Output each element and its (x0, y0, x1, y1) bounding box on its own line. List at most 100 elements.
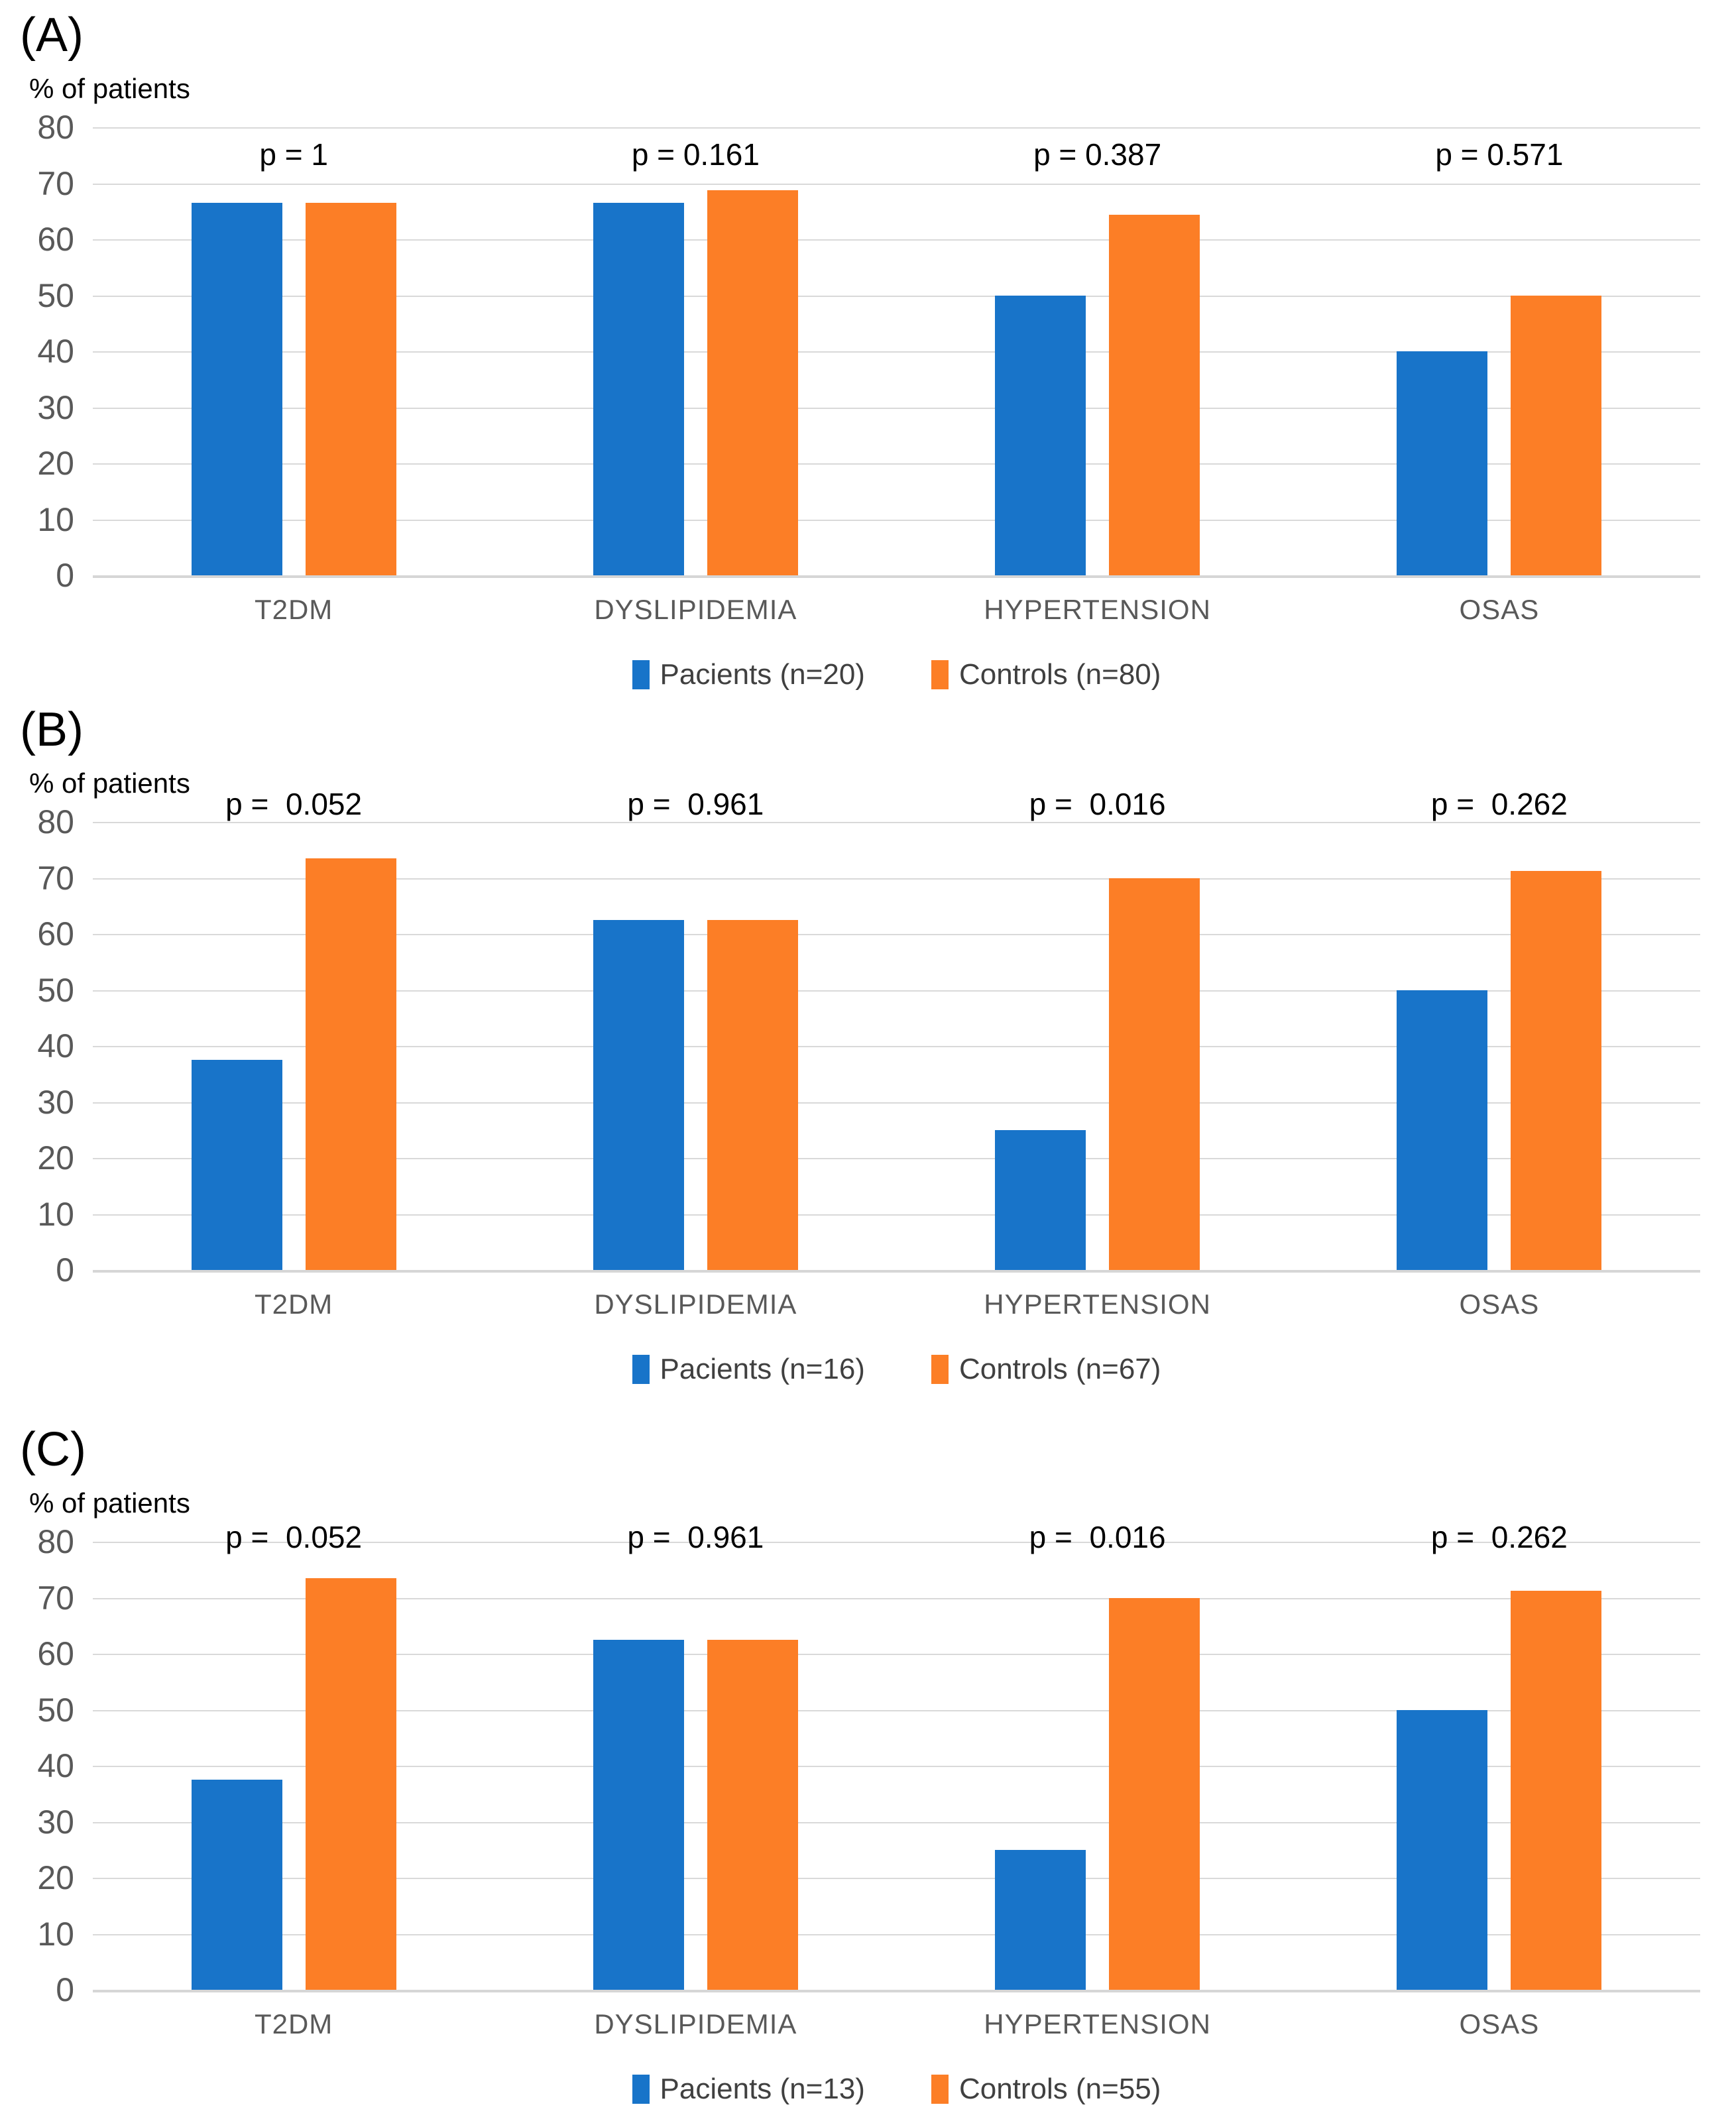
patients-bar (995, 295, 1086, 575)
category-label: HYPERTENSION (984, 1289, 1211, 1320)
chart-area: 80 70 60 50 40 30 20 10 0 p = 0.052 p = 0.961 p = 0… (0, 787, 1736, 1289)
gridline (93, 1654, 1700, 1655)
category-label: OSAS (1459, 594, 1540, 625)
patients-bar (191, 1780, 282, 1990)
y-tick-label: 30 (37, 1803, 74, 1841)
patients-bar (191, 1060, 282, 1270)
gridline (93, 239, 1700, 241)
p-value-label: p = 0.052 (225, 1520, 363, 1555)
y-tick-label: 40 (37, 1747, 74, 1784)
p-value-label: p = 0.262 (1430, 787, 1568, 821)
controls-bar (1511, 1590, 1602, 1990)
y-tick-label: 60 (37, 1635, 74, 1672)
panel-c: (C) % of patients 80 70 60 50 40 30 20 10 0 p = 0.0… (0, 1389, 1736, 2109)
y-axis-ticks: 80 70 60 50 40 30 20 10 0 (0, 803, 93, 1289)
gridline (93, 1102, 1700, 1104)
category-label: DYSLIPIDEMIA (594, 1289, 797, 1320)
gridline (93, 1158, 1700, 1159)
gridline (93, 1046, 1700, 1047)
category-label: T2DM (254, 2008, 333, 2039)
plot-area: p = 0.052 p = 0.961 p = 0.016 p = 0.262 (93, 1520, 1700, 1992)
y-axis-ticks: 80 70 60 50 40 30 20 10 0 (0, 1523, 93, 2008)
legend-label: Pacients (n=13) (660, 2073, 865, 2105)
bar-group-t2dm: p = 0.052 (93, 787, 494, 1270)
p-value-label: p = 0.262 (1430, 1520, 1568, 1555)
gridline (93, 1933, 1700, 1935)
y-tick-label: 50 (37, 971, 74, 1009)
patients-bar (593, 1639, 684, 1990)
patients-bar (1397, 351, 1488, 575)
gridline (93, 519, 1700, 521)
patients-bar (1397, 990, 1488, 1270)
bar-group-osas: p = 0.262 (1299, 1520, 1700, 1990)
category-label: DYSLIPIDEMIA (594, 2008, 797, 2039)
y-axis-ticks: 80 70 60 50 40 30 20 10 0 (0, 109, 93, 594)
controls-bar (707, 190, 798, 575)
bar-group-t2dm: p = 1 (93, 127, 494, 575)
gridline (93, 127, 1700, 129)
category-label: OSAS (1459, 1289, 1540, 1320)
gridline (93, 1990, 1700, 1992)
plot-area: p = 0.052 p = 0.961 p = 0.016 p = 0.262 (93, 787, 1700, 1273)
controls-bar (1511, 870, 1602, 1270)
category-label: HYPERTENSION (984, 594, 1211, 625)
p-value-label: p = 0.016 (1029, 787, 1166, 821)
gridline (93, 878, 1700, 880)
gridline (93, 990, 1700, 992)
legend-label: Pacients (n=16) (660, 1353, 865, 1385)
panel-letter: (A) (20, 9, 84, 62)
controls-swatch (931, 1355, 949, 1384)
gridline (93, 1214, 1700, 1216)
patients-bar (1397, 1709, 1488, 1990)
gridline (93, 407, 1700, 409)
y-tick-label: 80 (37, 109, 74, 146)
y-tick-label: 10 (37, 1195, 74, 1233)
p-value-label: p = 0.161 (631, 137, 760, 172)
gridline (93, 1597, 1700, 1599)
controls-bar (305, 858, 396, 1270)
bar-group-dyslipidemia: p = 0.961 (494, 1520, 896, 1990)
gridline (93, 351, 1700, 353)
chart-area: 80 70 60 50 40 30 20 10 0 p = 1 p = 0.161 p = 0.387… (0, 109, 1736, 594)
y-axis-title: % of patients (29, 1487, 190, 1519)
controls-swatch (931, 660, 949, 689)
gridline (93, 1766, 1700, 1767)
gridline (93, 463, 1700, 465)
gridline (93, 934, 1700, 935)
controls-swatch (931, 2075, 949, 2104)
y-tick-label: 0 (56, 1251, 74, 1289)
patients-swatch (632, 660, 650, 689)
legend-item-patients: Pacients (n=20) (632, 658, 865, 691)
gridline (93, 1709, 1700, 1711)
y-axis-title: % of patients (29, 768, 190, 799)
bar-group-dyslipidemia: p = 0.161 (494, 127, 896, 575)
panel-letter: (C) (20, 1423, 86, 1476)
panel-letter: (B) (20, 703, 84, 756)
controls-bar (305, 203, 396, 575)
y-tick-label: 40 (37, 1027, 74, 1064)
p-value-label: p = 0.052 (225, 787, 363, 821)
legend: Pacients (n=16) Controls (n=67) (93, 1350, 1700, 1389)
y-tick-label: 60 (37, 915, 74, 952)
y-tick-label: 10 (37, 500, 74, 538)
plot-area: p = 1 p = 0.161 p = 0.387 p = 0.571 (93, 127, 1700, 578)
bar-group-hypertension: p = 0.016 (897, 1520, 1299, 1990)
legend-label: Pacients (n=20) (660, 658, 865, 691)
patients-bar (995, 1849, 1086, 1990)
category-axis: T2DM DYSLIPIDEMIA HYPERTENSION OSAS (93, 2008, 1700, 2040)
gridline (93, 575, 1700, 578)
legend: Pacients (n=20) Controls (n=80) (93, 655, 1700, 695)
y-tick-label: 70 (37, 164, 74, 202)
controls-bar (1511, 295, 1602, 575)
gridline (93, 1542, 1700, 1543)
y-tick-label: 20 (37, 1859, 74, 1896)
patients-bar (593, 203, 684, 575)
bar-groups: p = 0.052 p = 0.961 p = 0.016 p = 0.262 (93, 1520, 1700, 1990)
legend: Pacients (n=13) Controls (n=55) (93, 2069, 1700, 2109)
p-value-label: p = 0.387 (1033, 137, 1162, 172)
category-label: HYPERTENSION (984, 2008, 1211, 2039)
legend-item-controls: Controls (n=80) (931, 658, 1161, 691)
chart-area: 80 70 60 50 40 30 20 10 0 p = 0.052 p = 0.961 p = 0… (0, 1520, 1736, 2008)
bar-group-dyslipidemia: p = 0.961 (494, 787, 896, 1270)
